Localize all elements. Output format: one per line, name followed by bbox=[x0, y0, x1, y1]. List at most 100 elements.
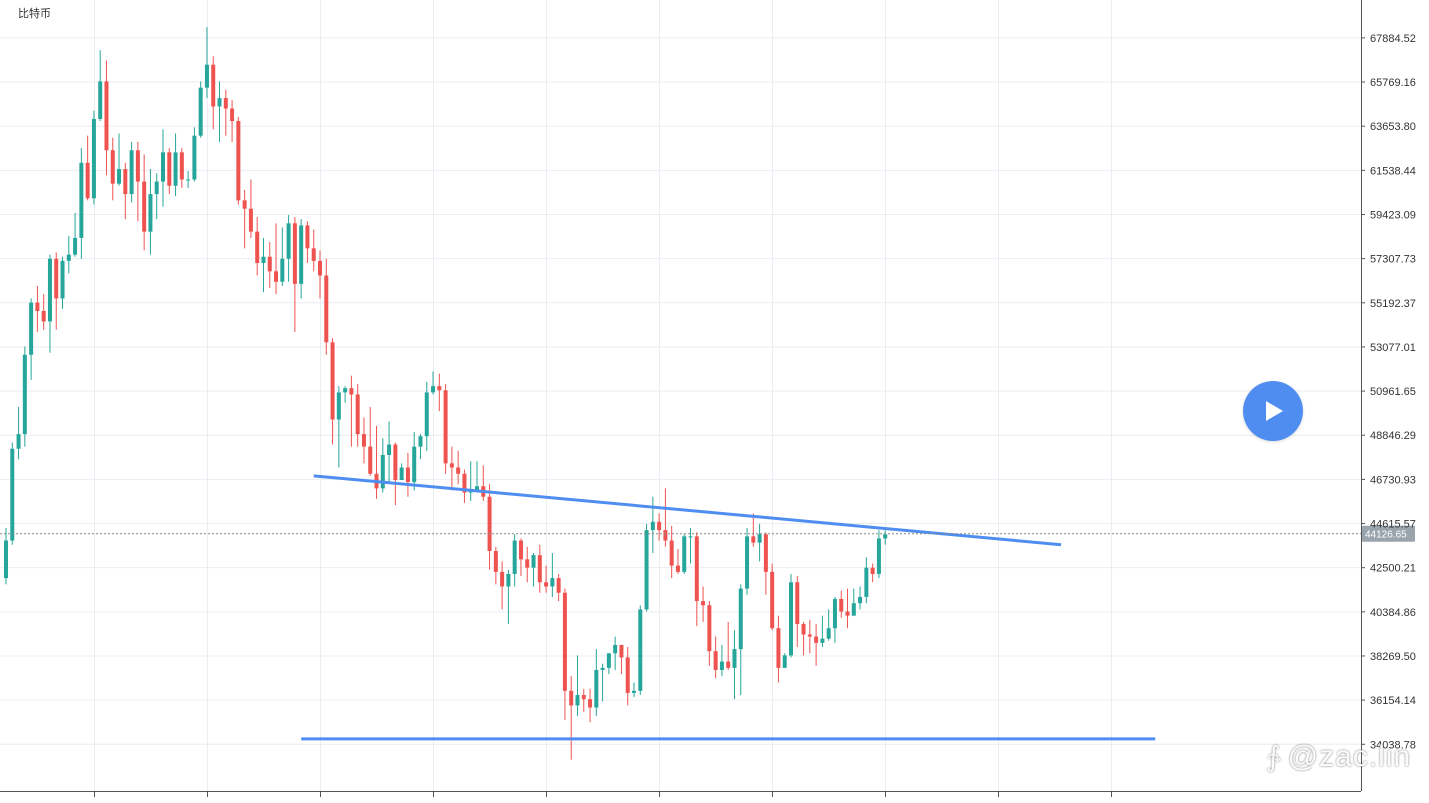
trendlines bbox=[301, 474, 1156, 741]
candle-body bbox=[4, 540, 8, 579]
candle bbox=[713, 636, 718, 679]
candle bbox=[638, 605, 643, 695]
candle-body bbox=[66, 254, 71, 261]
candle bbox=[525, 546, 530, 583]
candle bbox=[355, 384, 360, 447]
candle bbox=[619, 644, 624, 675]
candle bbox=[770, 563, 775, 631]
candle bbox=[468, 461, 473, 501]
candle bbox=[343, 386, 348, 403]
candle-body bbox=[864, 567, 869, 597]
candle-body bbox=[368, 446, 373, 474]
candle bbox=[870, 563, 875, 583]
candle-body bbox=[537, 555, 542, 583]
candle-body bbox=[148, 194, 153, 232]
candle bbox=[644, 523, 649, 612]
candle bbox=[632, 682, 636, 698]
candle bbox=[204, 27, 209, 99]
candle bbox=[242, 189, 247, 249]
candle bbox=[807, 619, 812, 654]
candle-body bbox=[569, 690, 574, 706]
candle-body bbox=[858, 596, 863, 604]
time-axis[interactable] bbox=[0, 791, 1361, 797]
candle bbox=[826, 609, 831, 641]
candle bbox=[424, 381, 429, 451]
candle-body bbox=[675, 565, 680, 572]
symbol-label: 比特币 bbox=[18, 8, 51, 20]
candle-body bbox=[732, 649, 737, 668]
candle-body bbox=[688, 536, 693, 538]
candle-body bbox=[380, 454, 385, 489]
candle-body bbox=[405, 467, 410, 483]
candle-body bbox=[29, 302, 34, 355]
candle-body bbox=[85, 162, 90, 199]
candle bbox=[751, 513, 756, 547]
play-button[interactable] bbox=[1243, 381, 1303, 441]
candle-body bbox=[318, 260, 322, 276]
price-tick-label: 63653.80 bbox=[1370, 121, 1416, 133]
candle bbox=[380, 438, 385, 493]
candle bbox=[732, 630, 737, 700]
candle-body bbox=[832, 598, 837, 629]
candle bbox=[556, 573, 561, 602]
price-tick-label: 46730.93 bbox=[1370, 474, 1416, 486]
candle bbox=[248, 179, 253, 238]
candle-body bbox=[54, 258, 59, 299]
candle bbox=[98, 50, 103, 122]
candle bbox=[135, 141, 140, 222]
candle-body bbox=[299, 225, 304, 284]
candle bbox=[16, 406, 21, 460]
candle bbox=[512, 534, 517, 587]
candle-body bbox=[726, 661, 731, 668]
candle bbox=[261, 237, 266, 293]
candle bbox=[500, 561, 505, 610]
candle-body bbox=[387, 444, 392, 455]
candle bbox=[399, 463, 404, 481]
candle bbox=[223, 89, 228, 136]
candle-body bbox=[851, 603, 856, 616]
candle-body bbox=[255, 231, 260, 263]
candle-body bbox=[110, 150, 115, 184]
candle bbox=[663, 488, 668, 547]
candle-body bbox=[525, 559, 530, 568]
trendline-descending-resistance[interactable] bbox=[313, 474, 1062, 547]
candle-body bbox=[230, 108, 235, 122]
candle-body bbox=[355, 394, 360, 435]
candle-body bbox=[588, 699, 593, 708]
candle-body bbox=[663, 530, 668, 541]
candle bbox=[588, 688, 593, 723]
candle-body bbox=[462, 473, 467, 493]
candle bbox=[763, 532, 768, 595]
candle-body bbox=[336, 392, 341, 420]
candle-body bbox=[431, 386, 436, 393]
candle bbox=[330, 338, 335, 445]
candle-body bbox=[801, 624, 806, 635]
candle-body bbox=[393, 444, 398, 481]
candle bbox=[876, 530, 881, 579]
candle bbox=[198, 81, 203, 138]
candle-body bbox=[135, 150, 140, 182]
candle bbox=[54, 252, 59, 330]
candle bbox=[562, 588, 567, 721]
candle-body bbox=[437, 386, 442, 391]
candle bbox=[79, 148, 84, 259]
candle-body bbox=[701, 601, 706, 606]
price-axis[interactable]: 67884.52 65769.16 63653.80 61538.44 59423.09… bbox=[1361, 0, 1416, 791]
candle bbox=[280, 227, 285, 286]
candle-body bbox=[839, 598, 844, 612]
candle bbox=[776, 615, 781, 683]
price-tick-label: 34038.78 bbox=[1370, 739, 1416, 751]
candle-body bbox=[173, 152, 178, 186]
candle bbox=[449, 446, 454, 491]
candle-body bbox=[738, 588, 743, 650]
candle-body bbox=[500, 571, 505, 587]
candle bbox=[4, 528, 8, 585]
candle-body bbox=[776, 628, 781, 668]
candle bbox=[393, 442, 398, 506]
candle bbox=[66, 235, 71, 274]
candle bbox=[839, 590, 844, 618]
candle bbox=[814, 624, 819, 666]
current-price-tag bbox=[1362, 525, 1415, 542]
